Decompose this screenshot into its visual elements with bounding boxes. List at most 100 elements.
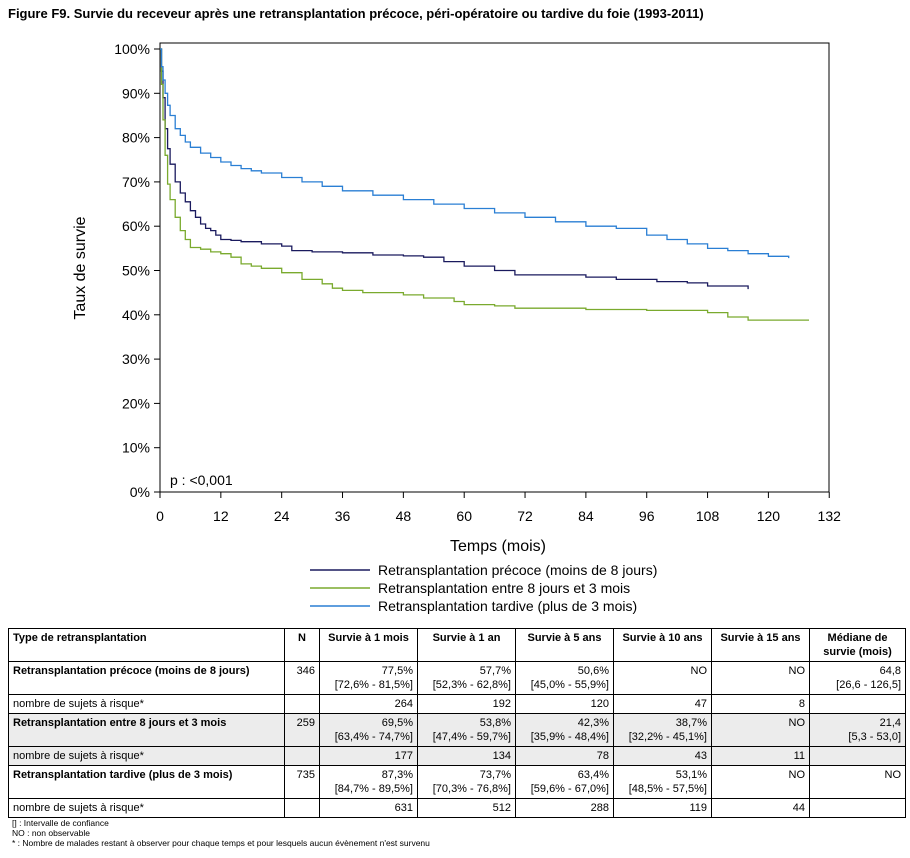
table-row: Retransplantation tardive (plus de 3 moi… (8, 765, 906, 799)
y-tick-label: 100% (114, 41, 150, 57)
survival-value: 50,6% (577, 665, 609, 677)
survival-value: [59,6% - 67,0%] (530, 783, 609, 795)
survival-cell: 50,6% [45,0% - 55,9%] (515, 661, 614, 695)
table-header-cell: Médiane de survie (mois) (809, 628, 906, 662)
y-tick-label: 0% (130, 484, 150, 500)
x-tick-label: 108 (696, 508, 720, 524)
risk-count-cell: 134 (417, 746, 516, 766)
y-tick-label: 10% (122, 440, 150, 456)
y-tick-label: 90% (122, 85, 150, 101)
footnote: NO : non observable (12, 828, 90, 838)
y-tick-label: 20% (122, 395, 150, 411)
risk-count-cell: 192 (417, 694, 516, 714)
group-label-cell: Retransplantation entre 8 jours et 3 moi… (8, 713, 285, 747)
survival-cell: NO (809, 765, 906, 799)
series-layer (160, 48, 809, 321)
series-line (160, 48, 809, 321)
results-table: Type de retransplantation N Survie à 1 moi… (8, 628, 906, 818)
footnotes: [] : Intervalle de confiance NO : non ob… (12, 818, 430, 848)
survival-cell: NO (711, 713, 810, 747)
survival-value: [48,5% - 57,5%] (628, 783, 707, 795)
legend: Retransplantation précoce (moins de 8 jo… (310, 562, 657, 614)
survival-value: [84,7% - 89,5%] (334, 783, 413, 795)
table-row: nombre de sujets à risque* 631 512 288 119 44 (8, 798, 906, 818)
x-tick-label: 24 (274, 508, 290, 524)
table-header-row: Type de retransplantation N Survie à 1 moi… (8, 628, 906, 662)
legend-entry: Retransplantation tardive (plus de 3 moi… (378, 598, 637, 614)
y-tick-label: 70% (122, 174, 150, 190)
n-cell: 346 (284, 661, 320, 695)
survival-cell: 73,7% [70,3% - 76,8%] (417, 765, 516, 799)
survival-value: NO (788, 769, 806, 781)
survival-value: 53,8% (479, 717, 511, 729)
survival-cell: 53,1% [48,5% - 57,5%] (613, 765, 712, 799)
risk-count-cell: 8 (711, 694, 810, 714)
risk-count-cell: 264 (319, 694, 418, 714)
survival-cell: 87,3% [84,7% - 89,5%] (319, 765, 418, 799)
legend-entry: Retransplantation précoce (moins de 8 jo… (378, 562, 657, 578)
risk-count-cell: 47 (613, 694, 712, 714)
series-line (160, 48, 749, 290)
x-tick-label: 120 (757, 508, 781, 524)
p-value-annotation: p : <0,001 (170, 472, 233, 488)
survival-value: 38,7% (675, 717, 707, 729)
group-label-cell: Retransplantation précoce (moins de 8 jo… (8, 661, 285, 695)
x-tick-label: 96 (639, 508, 655, 524)
survival-value: [45,0% - 55,9%] (530, 679, 609, 691)
x-tick-label: 60 (456, 508, 472, 524)
risk-count-cell (809, 694, 906, 714)
survival-cell: 42,3% [35,9% - 48,4%] (515, 713, 614, 747)
y-tick-label: 50% (122, 263, 150, 279)
n-cell: 735 (284, 765, 320, 799)
survival-cell: 57,7% [52,3% - 62,8%] (417, 661, 516, 695)
legend-entry: Retransplantation entre 8 jours et 3 moi… (378, 580, 630, 596)
x-tick-label: 84 (578, 508, 594, 524)
survival-cell: 77,5% [72,6% - 81,5%] (319, 661, 418, 695)
survival-value: [52,3% - 62,8%] (432, 679, 511, 691)
survival-value: 77,5% (381, 665, 413, 677)
survival-value: 64,8 (879, 665, 901, 677)
survival-cell: 64,8 [26,6 - 126,5] (809, 661, 906, 695)
survival-value: 63,4% (577, 769, 609, 781)
x-tick-label: 0 (156, 508, 164, 524)
x-tick-label: 12 (213, 508, 229, 524)
series-line (160, 48, 790, 259)
table-row: nombre de sujets à risque* 177 134 78 43 11 (8, 746, 906, 766)
survival-cell: NO (711, 765, 810, 799)
y-axis-label: Taux de survie (72, 216, 89, 319)
risk-count-cell: 631 (319, 798, 418, 818)
empty-cell (284, 694, 320, 714)
survival-value: [72,6% - 81,5%] (334, 679, 413, 691)
risk-count-cell: 288 (515, 798, 614, 818)
survival-cell: NO (711, 661, 810, 695)
survival-value: 57,7% (479, 665, 511, 677)
survival-cell: NO (613, 661, 712, 695)
risk-label-cell: nombre de sujets à risque* (8, 694, 285, 714)
risk-count-cell: 120 (515, 694, 614, 714)
survival-cell: 63,4% [59,6% - 67,0%] (515, 765, 614, 799)
footnote: [] : Intervalle de confiance (12, 818, 109, 828)
x-axis-label: Temps (mois) (450, 538, 546, 555)
survival-cell: 38,7% [32,2% - 45,1%] (613, 713, 712, 747)
y-tick-label: 80% (122, 130, 150, 146)
footnote: * : Nombre de malades restant à observer… (12, 838, 430, 848)
survival-value: NO (788, 717, 806, 729)
table-header-cell: Type de retransplantation (8, 628, 285, 662)
survival-value: [26,6 - 126,5] (836, 679, 901, 691)
table-header-cell: Survie à 15 ans (711, 628, 810, 662)
y-tick-label: 30% (122, 351, 150, 367)
survival-value: [35,9% - 48,4%] (530, 731, 609, 743)
table-row: Retransplantation entre 8 jours et 3 moi… (8, 713, 906, 747)
table-row: Retransplantation précoce (moins de 8 jo… (8, 661, 906, 695)
y-axis: 0% 10% 20% 30% 40% 50% 60% 70% 80% 90% 100% (114, 41, 160, 500)
survival-value: 21,4 (879, 717, 901, 729)
survival-value: [63,4% - 74,7%] (334, 731, 413, 743)
survival-value: 42,3% (577, 717, 609, 729)
survival-cell: 69,5% [63,4% - 74,7%] (319, 713, 418, 747)
survival-value: 87,3% (381, 769, 413, 781)
survival-value: [47,4% - 59,7%] (432, 731, 511, 743)
y-tick-label: 40% (122, 307, 150, 323)
survival-cell: 21,4 [5,3 - 53,0] (809, 713, 906, 747)
survival-value: [5,3 - 53,0] (848, 731, 901, 743)
x-tick-label: 36 (335, 508, 351, 524)
